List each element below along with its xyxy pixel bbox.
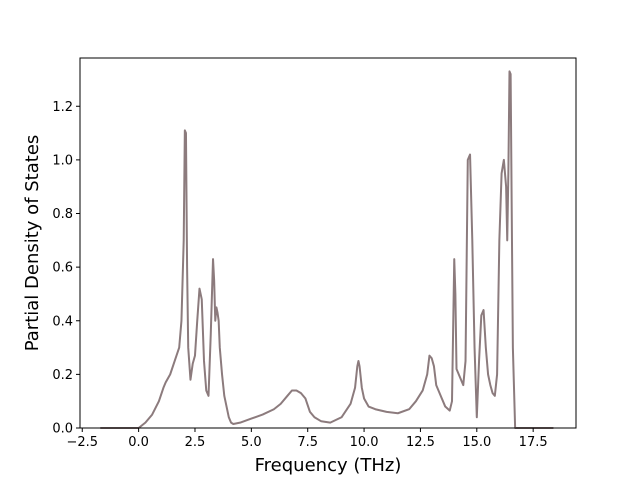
y-tick-label: 1.0 [52,153,73,168]
plot-background [80,58,576,428]
y-axis-label: Partial Density of States [22,135,43,352]
y-tick-label: 0.2 [52,368,73,383]
x-tick-label: 15.0 [462,435,491,450]
y-tick-label: 0.6 [52,261,73,276]
y-tick-label: 1.2 [52,100,73,115]
x-tick-label: 12.5 [406,435,435,450]
y-tick-label: 0.4 [52,314,73,329]
series-group [100,70,554,429]
plot-area [79,57,577,429]
x-tick-label: 7.5 [297,435,318,450]
axes-frame [79,57,577,429]
x-tick-label: 10.0 [350,435,379,450]
x-tick-label: 17.5 [519,435,548,450]
y-tick-label: 0.0 [52,422,73,437]
x-tick-label: 2.5 [185,435,206,450]
series-line-0 [100,70,554,429]
x-tick-label: −2.5 [66,435,98,450]
x-axis-ticks: −2.5 0.0 2.5 5.0 7.5 10.0 12.5 15.0 17.5 [66,428,548,450]
x-axis-label: Frequency (THz) [255,455,402,476]
x-tick-label: 0.0 [128,435,149,450]
y-axis-ticks: 0.0 0.2 0.4 0.6 0.8 1.0 1.2 [52,100,80,437]
x-tick-label: 5.0 [241,435,262,450]
y-tick-label: 0.8 [52,207,73,222]
